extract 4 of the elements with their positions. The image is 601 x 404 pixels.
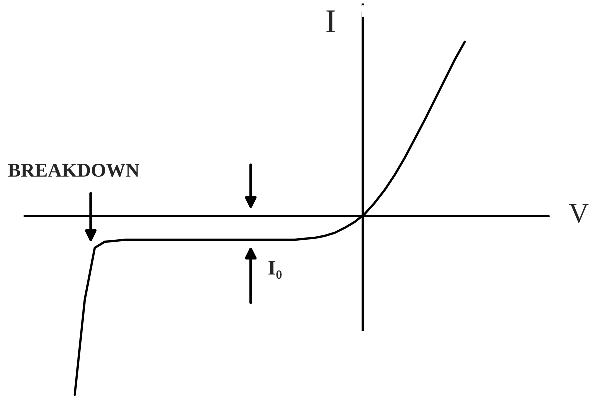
annotation: I₀ <box>268 261 282 280</box>
annotation: BREAKDOWN <box>8 164 140 178</box>
y-axis-title: I <box>326 10 336 33</box>
x-axis-title: V <box>569 204 589 224</box>
